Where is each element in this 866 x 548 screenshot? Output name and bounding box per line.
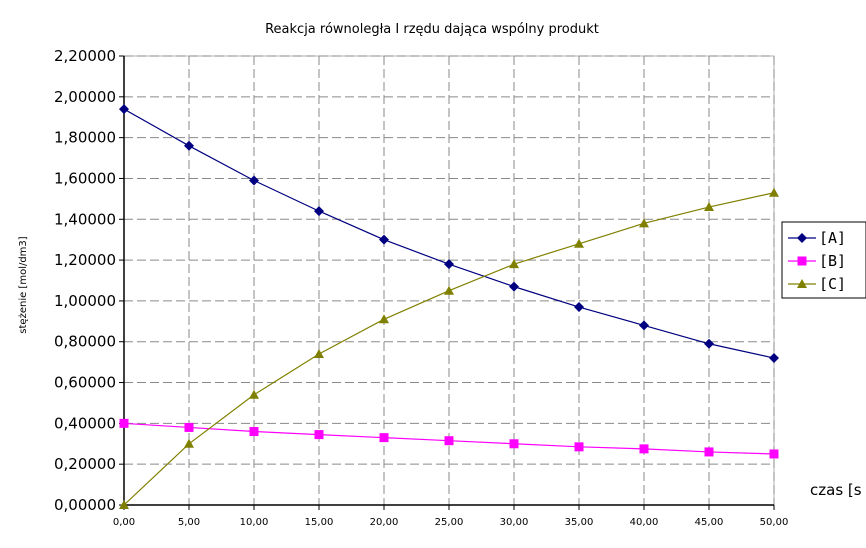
legend-marker: [797, 233, 807, 243]
x-tick-label: 20,00: [370, 517, 399, 528]
data-point: [444, 259, 454, 270]
data-point: [379, 433, 389, 443]
data-point: [314, 348, 324, 358]
y-tick-label: 1,40000: [54, 210, 116, 228]
x-tick-label: 25,00: [435, 517, 464, 528]
series-layer: [119, 104, 779, 509]
x-tick-labels: 0,00 5,00 10,00 15,00 20,00 25,00 30,00 35,00 40…: [113, 517, 788, 528]
data-point: [119, 104, 129, 115]
legend-label: [A]: [819, 229, 846, 247]
data-point: [704, 447, 714, 457]
data-point: [769, 187, 779, 197]
data-point: [509, 439, 519, 449]
y-tick-label: 1,80000: [54, 129, 116, 147]
y-tick-label: 0,60000: [54, 374, 116, 392]
data-point: [184, 140, 194, 151]
axes: [119, 55, 775, 510]
data-point: [509, 281, 519, 292]
data-point: [704, 338, 714, 349]
legend: [A] [B] [C]: [781, 221, 866, 299]
y-tick-label: 1,20000: [54, 251, 116, 269]
data-point: [574, 442, 584, 452]
data-point: [249, 427, 259, 437]
y-tick-label: 1,60000: [54, 169, 116, 187]
x-tick-label: 10,00: [240, 517, 269, 528]
series-1: [119, 418, 779, 459]
x-tick-label: 40,00: [630, 517, 659, 528]
series-2: [119, 187, 779, 509]
data-point: [184, 422, 194, 432]
chart-title: Reakcja równoległa I rzędu dająca wspóln…: [265, 22, 599, 37]
data-point: [574, 302, 584, 313]
legend-label: [B]: [819, 252, 846, 270]
x-tick-label: 35,00: [565, 517, 594, 528]
y-tick-label: 0,20000: [54, 455, 116, 473]
data-point: [379, 314, 389, 324]
legend-marker: [797, 279, 807, 288]
data-point: [119, 500, 129, 509]
data-point: [769, 449, 779, 459]
legend-label: [C]: [819, 275, 846, 293]
data-point: [379, 234, 389, 245]
y-tick-label: 0,00000: [54, 496, 116, 514]
data-point: [444, 285, 454, 295]
data-point: [249, 175, 259, 186]
data-point: [574, 238, 584, 248]
data-point: [639, 218, 649, 228]
legend-marker: [797, 256, 807, 266]
data-point: [249, 389, 259, 399]
data-point: [119, 418, 129, 428]
data-point: [639, 444, 649, 454]
data-point: [509, 259, 519, 269]
series-0: [119, 104, 779, 364]
x-tick-label: 50,00: [760, 517, 789, 528]
x-tick-label: 45,00: [695, 517, 724, 528]
data-point: [769, 353, 779, 364]
x-axis-title: czas [s: [810, 481, 862, 499]
y-tick-label: 0,80000: [54, 333, 116, 351]
data-point: [444, 436, 454, 446]
y-axis-title: stężenie [mol/dm3]: [18, 236, 29, 333]
y-tick-label: 2,00000: [54, 88, 116, 106]
x-tick-label: 15,00: [305, 517, 334, 528]
y-tick-labels: 0,00000 0,20000 0,40000 0,60000 0,80000 1,000…: [54, 47, 116, 514]
y-tick-label: 1,00000: [54, 292, 116, 310]
legend-box: [781, 221, 866, 299]
x-tick-label: 5,00: [178, 517, 200, 528]
y-tick-label: 2,20000: [54, 47, 116, 65]
data-point: [314, 206, 324, 217]
x-tick-label: 30,00: [500, 517, 529, 528]
data-point: [314, 430, 324, 440]
data-point: [704, 202, 714, 212]
x-tick-label: 0,00: [113, 517, 135, 528]
data-point: [639, 320, 649, 331]
y-tick-label: 0,40000: [54, 414, 116, 432]
data-point: [184, 438, 194, 448]
